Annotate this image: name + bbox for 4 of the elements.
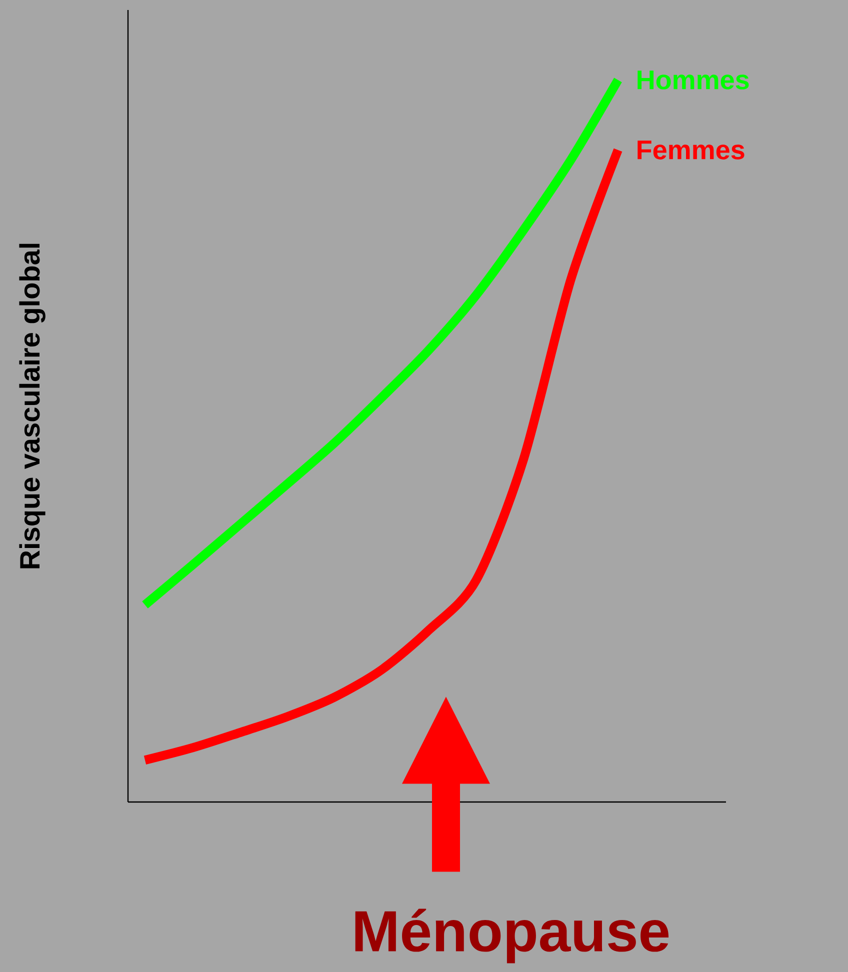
series-label: Femmes	[638, 140, 744, 160]
series-label: Hommes	[638, 70, 749, 90]
y-axis-title: Risque vasculaire global	[19, 244, 46, 568]
text: Ménopause	[355, 908, 669, 964]
